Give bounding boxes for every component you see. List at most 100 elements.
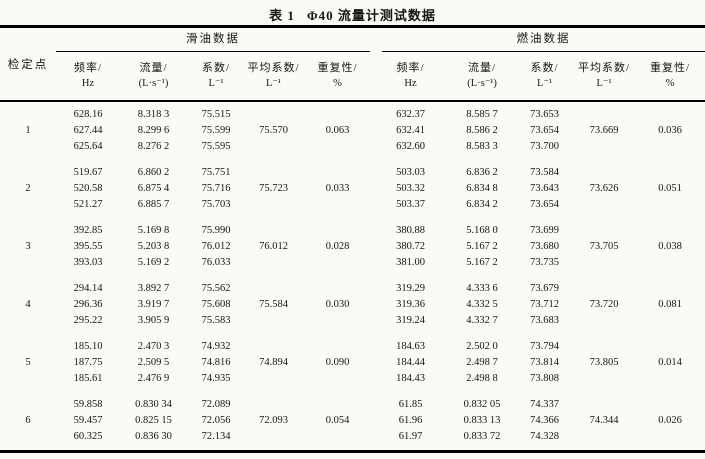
cell-fuel-coef: 73.653 <box>530 109 559 120</box>
cell-lube-rep <box>302 397 373 413</box>
spacer-cell <box>0 271 705 281</box>
cell-lube-flow: 6.875 4 <box>137 183 170 194</box>
cell-lube-rep: 0.033 <box>325 183 350 194</box>
cell-point <box>0 281 56 297</box>
cell-lube-coef: 75.515 <box>201 109 231 120</box>
table-row: 59.858 0.830 34 72.089 61.85 0.832 05 74.337 <box>0 397 705 413</box>
cell-lube-rep <box>302 313 373 329</box>
cell-fuel-freq: 61.97 <box>398 431 423 442</box>
table-row: 185.10 2.470 3 74.932 184.63 2.502 0 73.794 <box>0 339 705 355</box>
cell-fuel-coef: 73.699 <box>530 225 559 236</box>
cell-lube-coef: 75.599 <box>201 125 231 136</box>
cell-fuel-rep <box>635 397 705 413</box>
cell-fuel-flow: 5.167 2 <box>466 257 498 268</box>
cell-fuel-rep <box>635 139 705 155</box>
cell-point <box>0 223 56 239</box>
table-number: 表 1 <box>269 8 295 23</box>
cell-fuel-coef: 73.680 <box>530 241 559 252</box>
cell-lube-coef: 75.608 <box>201 299 231 310</box>
cell-fuel-rep: 0.014 <box>658 357 682 368</box>
cell-lube-avg <box>245 255 302 271</box>
cell-fuel-flow: 2.502 0 <box>466 341 498 352</box>
table-row: 60.325 0.836 30 72.134 61.97 0.833 72 74.328 <box>0 429 705 445</box>
spacer-row <box>0 387 705 397</box>
cell-fuel-flow: 8.585 7 <box>466 109 498 120</box>
pad-row <box>0 445 705 452</box>
cell-lube-avg: 76.012 <box>259 241 288 252</box>
cell-lube-freq: 627.44 <box>73 125 103 136</box>
cell-fuel-rep <box>635 339 705 355</box>
table-row: 521.27 6.885 7 75.703 503.37 6.834 2 73.654 <box>0 197 705 213</box>
cell-lube-coef: 75.751 <box>201 167 231 178</box>
cell-fuel-freq: 61.96 <box>398 415 423 426</box>
cell-fuel-coef: 73.683 <box>530 315 559 326</box>
cell-fuel-freq: 319.24 <box>396 315 425 326</box>
cell-fuel-freq: 380.88 <box>396 225 425 236</box>
table-row: 3 395.55 5.203 8 76.012 76.012 0.028 380.72 5.1… <box>0 239 705 255</box>
cell-lube-avg <box>245 223 302 239</box>
cell-fuel-freq: 503.37 <box>396 199 425 210</box>
cell-fuel-flow: 6.834 8 <box>466 183 498 194</box>
cell-lube-freq: 295.22 <box>73 315 103 326</box>
cell-fuel-rep: 0.036 <box>658 125 682 136</box>
cell-lube-rep <box>302 107 373 123</box>
cell-fuel-rep <box>635 107 705 123</box>
cell-lube-rep <box>302 139 373 155</box>
group-header-lube-label: 滑油数据 <box>56 28 371 52</box>
cell-fuel-avg: 73.626 <box>589 183 619 194</box>
cell-lube-rep: 0.063 <box>325 125 350 136</box>
cell-lube-freq: 392.85 <box>73 225 103 236</box>
cell-lube-avg: 75.584 <box>259 299 288 310</box>
cell-fuel-coef: 73.794 <box>530 341 559 352</box>
cell-lube-flow: 2.509 5 <box>137 357 170 368</box>
cell-fuel-avg: 73.720 <box>589 299 619 310</box>
cell-lube-freq: 185.10 <box>73 341 103 352</box>
spacer-row <box>0 155 705 165</box>
cell-point: 5 <box>25 357 31 368</box>
cell-fuel-flow: 4.332 7 <box>466 315 498 326</box>
cell-lube-freq: 60.325 <box>73 431 103 442</box>
cell-lube-rep <box>302 371 373 387</box>
cell-lube-rep <box>302 197 373 213</box>
cell-lube-coef: 75.990 <box>201 225 231 236</box>
cell-lube-avg <box>245 313 302 329</box>
cell-lube-flow: 2.476 9 <box>137 373 170 384</box>
table-row: 294.14 3.892 7 75.562 319.29 4.333 6 73.679 <box>0 281 705 297</box>
spacer-row <box>0 271 705 281</box>
cell-fuel-coef: 73.700 <box>530 141 559 152</box>
group-header-lube: 滑油数据 <box>56 27 373 52</box>
cell-lube-avg: 75.570 <box>259 125 288 136</box>
cell-fuel-avg <box>573 223 635 239</box>
cell-lube-rep <box>302 223 373 239</box>
flowmeter-data-table: 检定点 滑油数据 燃油数据 频率/Hz 流量/(L·s⁻¹) 系数/L⁻¹ <box>0 25 705 453</box>
cell-lube-avg <box>245 107 302 123</box>
cell-fuel-avg <box>573 197 635 213</box>
cell-fuel-freq: 632.41 <box>396 125 425 136</box>
cell-fuel-flow: 5.167 2 <box>466 241 498 252</box>
table-row: 5 187.75 2.509 5 74.816 74.894 0.090 184.44 2.4… <box>0 355 705 371</box>
cell-fuel-rep <box>635 223 705 239</box>
cell-fuel-coef: 74.328 <box>530 431 559 442</box>
cell-lube-avg: 74.894 <box>259 357 288 368</box>
cell-fuel-flow: 6.834 2 <box>466 199 498 210</box>
group-header-fuel-label: 燃油数据 <box>382 28 705 52</box>
cell-lube-rep: 0.028 <box>325 241 350 252</box>
cell-lube-coef: 75.703 <box>201 199 231 210</box>
cell-fuel-flow: 2.498 7 <box>466 357 498 368</box>
cell-point <box>0 139 56 155</box>
cell-lube-coef: 75.716 <box>201 183 231 194</box>
cell-fuel-freq: 184.44 <box>396 357 425 368</box>
cell-lube-flow: 5.203 8 <box>137 241 170 252</box>
cell-fuel-freq: 319.29 <box>396 283 425 294</box>
cell-fuel-rep: 0.026 <box>658 415 682 426</box>
cell-fuel-avg: 73.805 <box>589 357 619 368</box>
cell-fuel-freq: 380.72 <box>396 241 425 252</box>
cell-point: 3 <box>25 241 31 252</box>
table-row: 392.85 5.169 8 75.990 380.88 5.168 0 73.699 <box>0 223 705 239</box>
col-header-fuel-coef: 系数/L⁻¹ <box>516 52 574 102</box>
cell-lube-coef: 74.816 <box>201 357 231 368</box>
cell-lube-rep: 0.090 <box>325 357 350 368</box>
cell-fuel-freq: 503.32 <box>396 183 425 194</box>
table-body: 628.16 8.318 3 75.515 632.37 8.585 7 73.653 1 6… <box>0 101 705 452</box>
